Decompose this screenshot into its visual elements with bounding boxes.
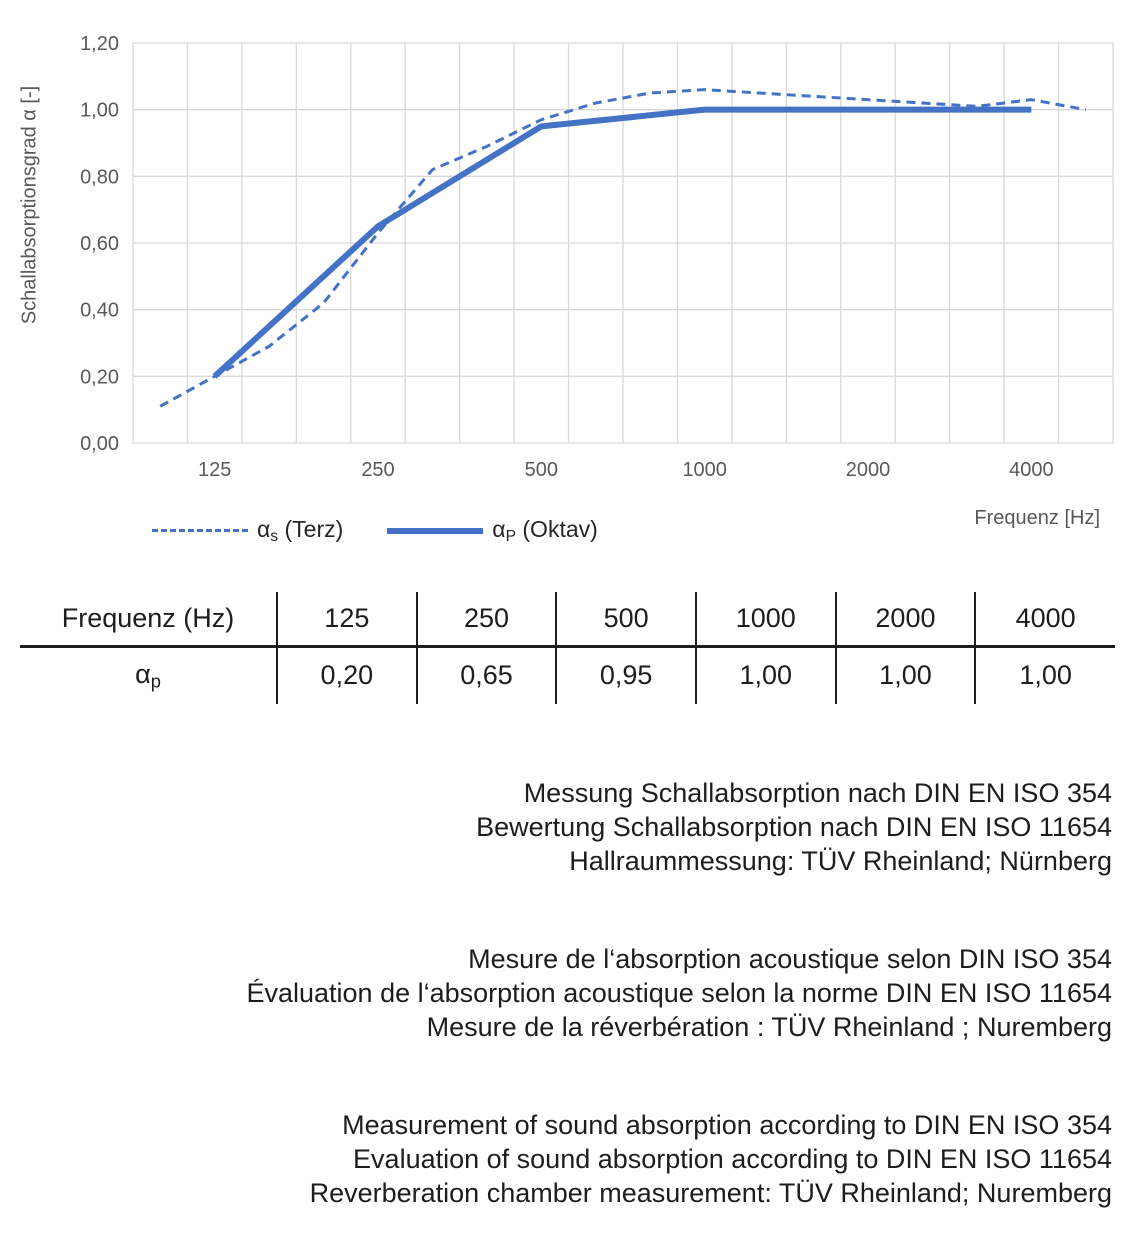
note-line: Bewertung Schallabsorption nach DIN EN I… [476,811,1112,842]
chart-legend: αs (Terz) αP (Oktav) [152,516,598,546]
table-header-cell: 250 [415,592,557,648]
table-value-cell: 1,00 [834,646,976,704]
x-axis-title: Frequenz [Hz] [974,507,1100,529]
x-tick-label: 250 [361,459,394,481]
legend-label-alpha-s: αs (Terz) [257,516,344,545]
y-tick-label: 0,00 [80,433,119,455]
table-value-cell: 1,00 [694,646,836,704]
y-tick-label: 0,40 [80,300,119,322]
alpha-s-terz-line [159,88,1087,408]
table-header-row: Frequenz (Hz) 125 250 500 1000 2000 4000 [20,592,1115,648]
note-line: Mesure de l‘absorption acoustique selon … [468,943,1112,974]
note-french: Mesure de l‘absorption acoustique selon … [23,942,1112,1044]
note-line: Mesure de la réverbération : TÜV Rheinla… [426,1011,1112,1042]
chart-plot: 1,20 1,00 0,80 0,60 0,40 0,20 0,00 125 250 500 100… [80,33,1114,481]
table-value-row: αp 0,20 0,65 0,95 1,00 1,00 1,00 [20,646,1115,704]
absorption-table: Frequenz (Hz) 125 250 500 1000 2000 4000… [20,592,1115,704]
y-tick-label: 1,00 [80,100,119,122]
table-header-cell: 500 [555,592,696,648]
table-value-cell: 0,65 [415,646,557,704]
solid-line-swatch [387,527,484,534]
x-tick-label: 500 [525,459,558,481]
y-tick-label: 0,80 [80,166,119,188]
y-axis-title: Schallabsorptionsgrad α [-] [18,85,41,325]
legend-label-alpha-p: αP (Oktav) [492,516,598,545]
table-value-cell: 0,95 [555,646,696,704]
table-header-cell: 4000 [974,592,1115,648]
alpha-p-octave-line [212,106,1032,379]
note-line: Évaluation de l‘absorption acoustique se… [246,977,1112,1008]
table-header-cell: 2000 [834,592,976,648]
note-german: Messung Schallabsorption nach DIN EN ISO… [23,776,1112,878]
note-line: Hallraummessung: TÜV Rheinland; Nürnberg [569,845,1112,876]
y-tick-label: 0,60 [80,233,119,255]
table-header-label: Frequenz (Hz) [20,592,277,648]
dashed-line-swatch [152,529,248,533]
note-line: Measurement of sound absorption accordin… [342,1109,1112,1140]
absorption-chart: 1,20 1,00 0,80 0,60 0,40 0,20 0,00 125 250 500 100… [0,0,1135,558]
note-english: Measurement of sound absorption accordin… [23,1108,1112,1210]
x-tick-label: 1000 [682,459,727,481]
table-value-cell: 0,20 [276,646,417,704]
note-line: Messung Schallabsorption nach DIN EN ISO… [523,777,1112,808]
legend-item-alpha-p: αP (Oktav) [387,516,598,546]
y-tick-label: 1,20 [80,33,119,55]
legend-item-alpha-s: αs (Terz) [152,516,343,546]
x-tick-label: 4000 [1009,459,1054,481]
notes: Messung Schallabsorption nach DIN EN ISO… [23,776,1112,1210]
x-tick-label: 2000 [846,459,891,481]
y-tick-label: 0,20 [80,366,119,388]
table-header-cell: 125 [276,592,417,648]
table-row-label: αp [135,659,161,692]
table-value-cell: 1,00 [974,646,1115,704]
x-tick-label: 125 [198,459,231,481]
table-header-cell: 1000 [694,592,836,648]
note-line: Evaluation of sound absorption according… [353,1143,1112,1174]
note-line: Reverberation chamber measurement: TÜV R… [309,1177,1112,1208]
